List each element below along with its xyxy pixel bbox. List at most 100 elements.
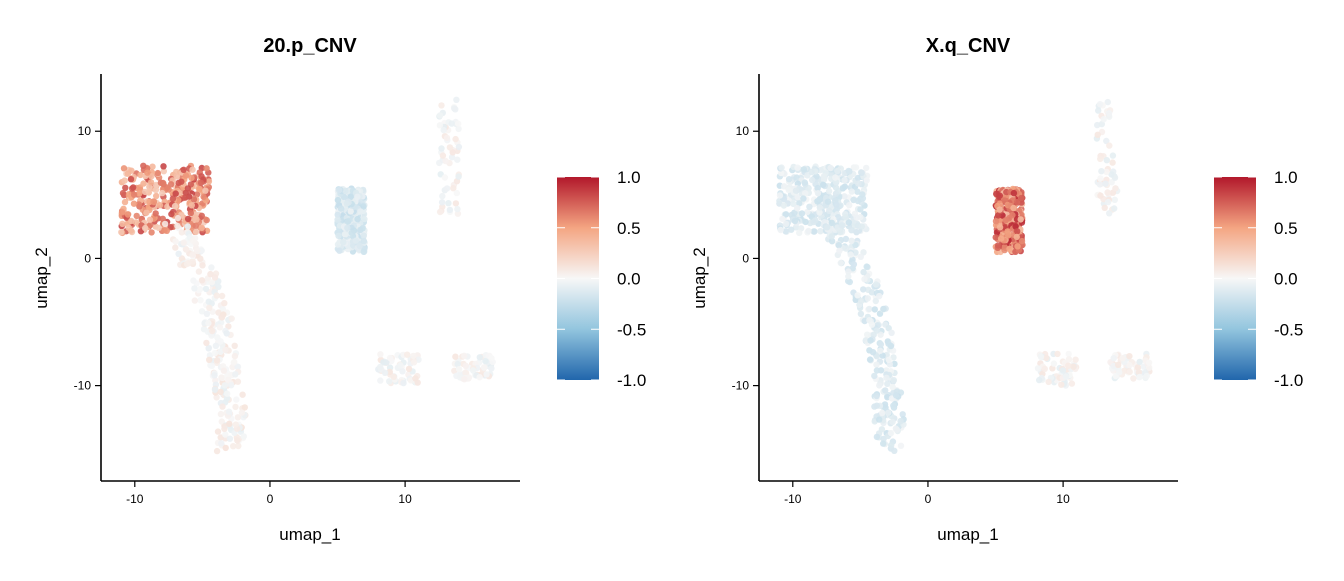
point bbox=[215, 309, 222, 316]
point bbox=[221, 382, 229, 389]
point bbox=[850, 196, 857, 204]
point bbox=[211, 274, 219, 281]
point bbox=[885, 356, 892, 363]
point bbox=[1005, 232, 1012, 239]
point bbox=[1143, 372, 1151, 380]
x-tick-label: -10 bbox=[126, 492, 144, 506]
point bbox=[354, 215, 361, 223]
point bbox=[360, 248, 367, 255]
point bbox=[217, 348, 224, 356]
point bbox=[873, 392, 880, 400]
point bbox=[443, 185, 451, 192]
point bbox=[1010, 204, 1017, 212]
point bbox=[1100, 116, 1107, 123]
point bbox=[228, 382, 235, 389]
point bbox=[225, 323, 232, 330]
point bbox=[200, 193, 207, 200]
point bbox=[169, 195, 177, 202]
y-tick-label: 0 bbox=[742, 251, 749, 265]
point bbox=[442, 157, 449, 165]
x-tick-label: 10 bbox=[398, 492, 412, 506]
x-tick-label: -10 bbox=[784, 492, 802, 506]
point bbox=[842, 245, 850, 252]
point bbox=[234, 414, 242, 421]
point bbox=[454, 156, 461, 163]
point bbox=[438, 102, 445, 109]
point bbox=[446, 144, 454, 151]
point bbox=[172, 244, 179, 251]
point bbox=[194, 247, 201, 255]
point bbox=[137, 171, 144, 179]
point bbox=[218, 314, 226, 321]
point bbox=[455, 120, 462, 127]
point bbox=[198, 277, 206, 284]
point bbox=[880, 305, 887, 313]
point bbox=[1130, 375, 1137, 382]
panel-1-ticks: -10 0 10 -10 0 10 bbox=[74, 124, 412, 506]
point bbox=[195, 268, 203, 275]
point bbox=[888, 329, 895, 336]
point bbox=[842, 214, 849, 221]
point bbox=[876, 382, 883, 389]
point bbox=[120, 165, 128, 172]
point bbox=[1017, 194, 1025, 202]
point bbox=[1070, 363, 1077, 370]
point bbox=[791, 209, 798, 216]
point bbox=[1126, 361, 1133, 369]
point bbox=[890, 402, 897, 409]
point bbox=[782, 220, 790, 228]
point bbox=[777, 226, 784, 234]
point bbox=[205, 178, 213, 185]
cluster-1 bbox=[776, 163, 871, 237]
point bbox=[359, 225, 366, 232]
panel-2-ticks: -10 0 10 -10 0 10 bbox=[732, 124, 1070, 506]
point bbox=[885, 409, 892, 416]
point bbox=[480, 364, 488, 371]
point bbox=[794, 204, 801, 212]
point bbox=[825, 188, 833, 195]
point bbox=[816, 209, 823, 216]
panel-1-points bbox=[118, 96, 496, 455]
point bbox=[857, 310, 865, 318]
point bbox=[1050, 360, 1058, 367]
point bbox=[399, 368, 406, 375]
point bbox=[848, 237, 855, 244]
point bbox=[455, 125, 462, 133]
point bbox=[213, 292, 220, 299]
panel-1: 20.p_CNV -10 0 10 -10 0 10 umap_1 umap_2 1.0 0… bbox=[32, 35, 646, 544]
point bbox=[337, 205, 345, 212]
point bbox=[832, 179, 840, 186]
point bbox=[871, 372, 878, 380]
point bbox=[193, 216, 200, 223]
point bbox=[239, 391, 246, 398]
y-tick-label: 0 bbox=[84, 251, 91, 265]
point bbox=[1041, 365, 1049, 373]
point bbox=[1106, 142, 1113, 149]
point bbox=[845, 273, 852, 280]
y-tick-label: -10 bbox=[732, 379, 750, 393]
point bbox=[993, 190, 1000, 198]
point bbox=[1115, 361, 1122, 368]
point bbox=[855, 180, 862, 187]
point bbox=[212, 342, 220, 349]
point bbox=[124, 170, 132, 177]
cluster-4 bbox=[1093, 98, 1121, 217]
point bbox=[188, 202, 195, 209]
point bbox=[335, 186, 343, 194]
point bbox=[119, 189, 127, 197]
point bbox=[203, 165, 210, 172]
point bbox=[461, 352, 468, 359]
point bbox=[883, 374, 890, 381]
point bbox=[1094, 131, 1101, 138]
point bbox=[1012, 223, 1019, 230]
point bbox=[238, 409, 246, 416]
point bbox=[192, 228, 200, 236]
point bbox=[858, 223, 865, 230]
point bbox=[880, 440, 887, 447]
point bbox=[203, 310, 211, 317]
point bbox=[168, 210, 175, 218]
point bbox=[121, 177, 128, 184]
point bbox=[173, 173, 181, 180]
point bbox=[130, 200, 138, 207]
panel-1-title: 20.p_CNV bbox=[263, 35, 357, 57]
